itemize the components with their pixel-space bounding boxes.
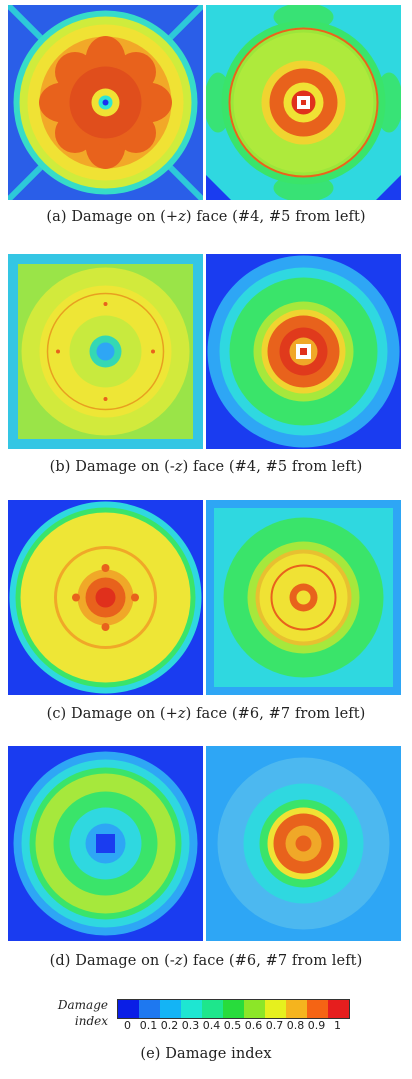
legend-swatch-0	[118, 1000, 139, 1018]
damage-map-4-minus-z	[8, 254, 203, 449]
damage-map-6-minus-z	[8, 746, 203, 941]
caption-legend: (e) Damage index	[140, 1046, 272, 1062]
figure-row-c	[8, 500, 404, 695]
legend-swatch-1	[139, 1000, 160, 1018]
legend-tick-labels: 0 0.1 0.2 0.3 0.4 0.5 0.6 0.7 0.8 0.9 1	[117, 1019, 349, 1033]
damage-map-5-plus-z	[206, 5, 401, 200]
legend-tick-2: 0.2	[160, 1019, 179, 1032]
damage-map-7-plus-z	[206, 500, 401, 695]
legend-tick-6: 0.6	[244, 1019, 263, 1032]
legend-swatch-10	[328, 1000, 349, 1018]
legend-tick-10: 1	[334, 1019, 341, 1032]
caption-row-a: (a) Damage on (+z) face (#4, #5 from lef…	[46, 209, 366, 225]
damage-map-7-minus-z	[206, 746, 401, 941]
legend-tick-4: 0.4	[202, 1019, 221, 1032]
caption-row-b: (b) Damage on (-z) face (#4, #5 from lef…	[49, 459, 363, 475]
legend-tick-8: 0.8	[286, 1019, 305, 1032]
damage-map-6-plus-z	[8, 500, 203, 695]
legend-tick-3: 0.3	[181, 1019, 200, 1032]
legend-tick-1: 0.1	[139, 1019, 158, 1032]
damage-index-legend: Damage index 0 0.1 0.2 0.3 0.4 0.5 0.6 0.7 0.8 0.…	[0, 995, 412, 1040]
legend-color-bar	[117, 999, 350, 1019]
legend-swatch-3	[181, 1000, 202, 1018]
legend-swatch-5	[223, 1000, 244, 1018]
damage-map-5-minus-z	[206, 254, 401, 449]
caption-row-d: (d) Damage on (-z) face (#6, #7 from lef…	[49, 953, 363, 969]
legend-swatch-8	[286, 1000, 307, 1018]
legend-tick-9: 0.9	[307, 1019, 326, 1032]
legend-tick-0: 0	[124, 1019, 131, 1032]
legend-swatch-7	[265, 1000, 286, 1018]
damage-map-4-plus-z	[8, 5, 203, 200]
legend-swatch-6	[244, 1000, 265, 1018]
figure-row-d	[8, 746, 404, 941]
caption-row-c: (c) Damage on (+z) face (#6, #7 from lef…	[46, 706, 366, 722]
legend-title: Damage index	[57, 998, 108, 1028]
figure-row-b	[8, 254, 404, 449]
legend-tick-7: 0.7	[265, 1019, 284, 1032]
legend-swatch-4	[202, 1000, 223, 1018]
legend-tick-5: 0.5	[223, 1019, 242, 1032]
legend-swatch-2	[160, 1000, 181, 1018]
figure-row-a	[8, 5, 404, 200]
legend-swatch-9	[307, 1000, 328, 1018]
